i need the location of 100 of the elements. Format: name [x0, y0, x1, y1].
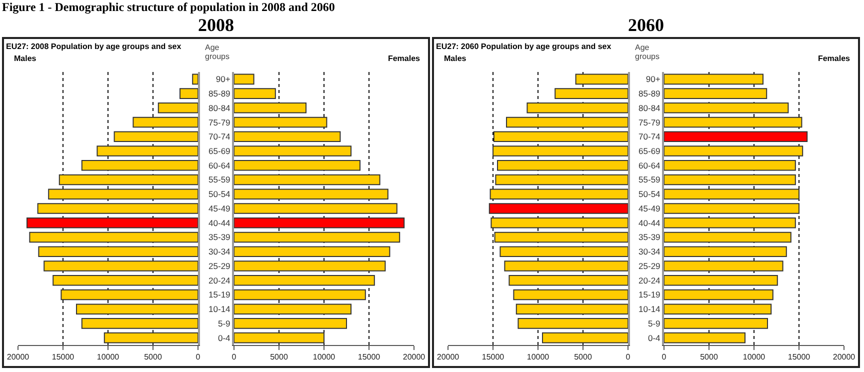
bar — [664, 232, 792, 243]
y-tick-label: 20-24 — [638, 275, 661, 286]
bar — [497, 160, 628, 171]
bar — [526, 102, 628, 114]
x-tick-label: 10000 — [312, 352, 336, 362]
x-tick-label: 15000 — [482, 352, 505, 362]
y-tick-label: 20-24 — [208, 275, 231, 286]
y-tick-label: 90+ — [646, 74, 660, 84]
bar — [516, 304, 628, 314]
bar — [500, 246, 628, 257]
bar — [554, 88, 628, 99]
y-axis-title: Age groups — [205, 43, 230, 61]
bar — [26, 217, 198, 228]
bar — [114, 131, 198, 142]
y-tick-label: 25-29 — [208, 260, 231, 271]
x-tick-label: 15000 — [788, 352, 811, 362]
y-tick-label: 40-44 — [638, 218, 661, 228]
bar — [234, 188, 388, 200]
bar — [234, 131, 341, 142]
y-tick-label: 65-69 — [638, 146, 661, 156]
y-tick-label: 70-74 — [638, 132, 661, 142]
y-tick-label: 45-49 — [208, 203, 231, 214]
y-tick-label: 50-54 — [638, 189, 661, 200]
x-tick-label: 0 — [232, 352, 237, 362]
bar — [490, 217, 628, 228]
y-tick-label: 75-79 — [638, 117, 661, 128]
y-tick-label: 70-74 — [208, 132, 231, 142]
caption: Figure 1 - Demographic structure of population in 2008 and 2060 — [2, 0, 335, 15]
y-tick-label: 30-34 — [638, 246, 661, 257]
y-tick-label: 35-39 — [208, 232, 231, 242]
bar — [513, 289, 628, 300]
bar — [664, 116, 802, 128]
text: Males — [444, 54, 466, 63]
x-tick-label: 20000 — [6, 352, 30, 362]
bar — [104, 332, 198, 344]
x-tick-label: 20000 — [402, 352, 426, 362]
bar — [234, 74, 254, 85]
y-tick-label: 30-34 — [208, 246, 231, 257]
y-tick-label: 35-39 — [638, 232, 661, 242]
bar — [29, 232, 198, 243]
chart-subtitle: EU27: 2060 Population by age groups and sex — [436, 42, 612, 51]
x-tick-label: 0 — [196, 352, 201, 362]
y-tick-label: 0-4 — [218, 332, 231, 343]
bar — [234, 146, 352, 156]
y-tick-label: 60-64 — [208, 160, 231, 170]
y-tick-label: 45-49 — [638, 203, 661, 214]
y-tick-label: 10-14 — [208, 304, 231, 314]
bar — [506, 116, 628, 128]
bar — [664, 274, 778, 286]
bar — [234, 160, 360, 171]
bar — [492, 146, 628, 156]
x-tick-label: 5000 — [270, 352, 288, 362]
bar — [518, 318, 628, 329]
bar — [494, 232, 628, 243]
bar — [664, 318, 768, 329]
x-tick-label: 20000 — [832, 352, 856, 362]
x-tick-label: 0 — [662, 352, 667, 362]
bar — [234, 217, 405, 228]
bar — [664, 146, 804, 156]
text: Males — [14, 54, 36, 63]
bar — [234, 318, 347, 329]
y-axis-title: Age groups — [635, 43, 660, 61]
bar — [81, 160, 198, 171]
bar — [234, 260, 386, 272]
y-tick-label: 40-44 — [208, 218, 231, 228]
chart-subtitle: EU27: 2008 Population by age groups and sex — [6, 42, 182, 51]
bar — [664, 131, 808, 142]
bar — [52, 274, 198, 286]
bar — [664, 160, 796, 171]
bar — [234, 203, 398, 214]
x-tick-label: 10000 — [742, 352, 766, 362]
bar — [234, 274, 375, 286]
bar — [664, 260, 784, 272]
bar — [81, 318, 198, 329]
bar — [493, 131, 628, 142]
bar — [664, 188, 800, 200]
bar — [664, 332, 746, 344]
bar — [664, 88, 768, 99]
bar — [58, 174, 198, 186]
bar — [38, 246, 198, 257]
bar — [488, 203, 628, 214]
bar — [504, 260, 628, 272]
bar — [37, 203, 198, 214]
bar — [234, 232, 400, 243]
y-tick-label: 50-54 — [208, 189, 231, 200]
x-tick-label: 15000 — [358, 352, 381, 362]
x-tick-label: 10000 — [526, 352, 550, 362]
y-tick-label: 65-69 — [208, 146, 231, 156]
bar — [234, 102, 306, 114]
y-tick-label: 15-19 — [208, 290, 231, 300]
bar — [96, 146, 198, 156]
bar — [664, 217, 796, 228]
y-tick-label: 75-79 — [208, 117, 231, 128]
chart-title: 2008 — [197, 15, 235, 36]
y-tick-label: 25-29 — [638, 260, 661, 271]
bar — [664, 203, 800, 214]
bar — [76, 304, 198, 314]
bar — [508, 274, 628, 286]
y-tick-label: 10-14 — [638, 304, 661, 314]
bar — [192, 74, 198, 85]
